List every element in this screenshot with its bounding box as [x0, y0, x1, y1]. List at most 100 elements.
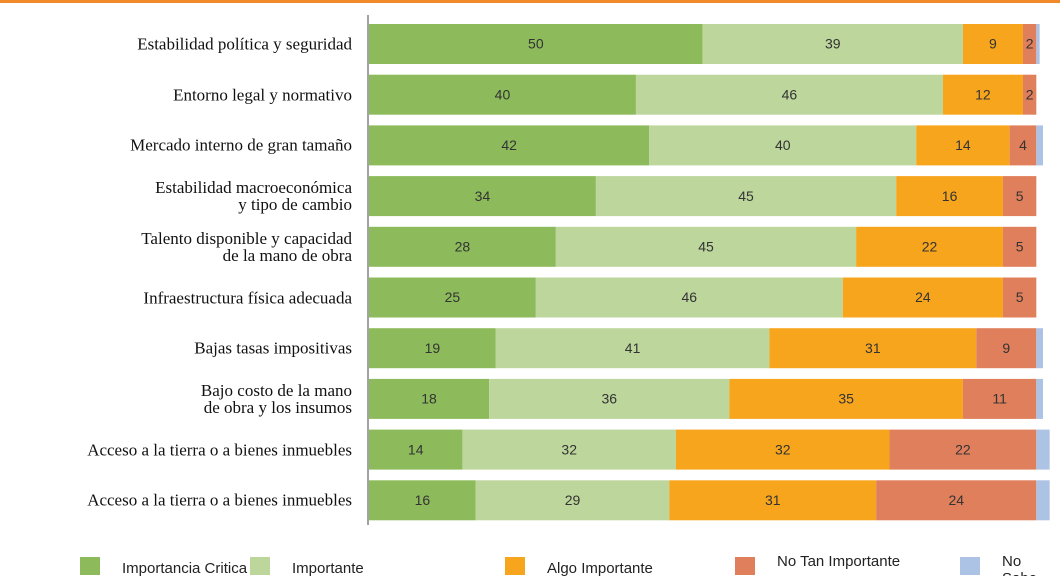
bar-segment	[769, 328, 977, 369]
bar-segment	[475, 480, 670, 521]
value-label: 2	[1026, 86, 1034, 102]
category-label: Bajas tasas impositivas	[194, 338, 352, 358]
bar-segment	[369, 378, 490, 419]
legend-label: No Sabe	[1002, 553, 1037, 576]
legend-swatch	[505, 557, 525, 575]
value-label: 32	[561, 441, 577, 457]
value-label: 42	[501, 137, 517, 153]
value-label: 29	[565, 492, 581, 508]
value-label: 45	[738, 188, 754, 204]
bar-segment	[462, 429, 676, 470]
bar-segment	[1002, 226, 1037, 267]
bar-segment	[649, 125, 917, 166]
value-label: 39	[825, 36, 841, 52]
value-label: 19	[425, 340, 441, 356]
category-label: Talento disponible y capacidad de la man…	[141, 228, 352, 265]
value-label: 18	[421, 391, 437, 407]
bar-segment	[976, 328, 1037, 369]
value-label: 5	[1016, 188, 1024, 204]
bar-segment	[876, 480, 1037, 521]
bar-segment	[1022, 74, 1037, 115]
bar-segment	[1022, 24, 1037, 64]
value-label: 5	[1016, 289, 1024, 305]
category-label: Mercado interno de gran tamaño	[130, 135, 352, 155]
bar-segment	[916, 125, 1010, 166]
legend-label: Importancia Critica	[122, 560, 248, 576]
bar-segment	[369, 480, 476, 521]
value-label: 12	[975, 86, 991, 102]
bar-segment	[675, 429, 890, 470]
bar-segment	[369, 176, 596, 217]
bar-segment	[1036, 378, 1043, 419]
bar-segment	[889, 429, 1037, 470]
value-label: 5	[1016, 239, 1024, 255]
bar-segment	[535, 277, 843, 318]
bar-segment	[1036, 125, 1043, 166]
legend-swatch	[80, 557, 100, 575]
bar-segment	[962, 378, 1037, 419]
category-label: Bajo costo de la mano de obra y los insu…	[200, 380, 352, 417]
value-label: 9	[989, 36, 997, 52]
category-label: Infraestructura física adecuada	[143, 288, 352, 307]
value-label: 22	[955, 441, 971, 457]
bar-segment	[369, 277, 536, 318]
value-label: 31	[765, 492, 781, 508]
bar-segment	[489, 378, 730, 419]
value-label: 35	[838, 391, 854, 407]
category-label: Estabilidad política y seguridad	[137, 34, 352, 54]
category-label: Entorno legal y normativo	[173, 85, 352, 105]
value-label: 40	[775, 137, 791, 153]
bar-segment	[702, 24, 963, 64]
value-label: 46	[682, 289, 698, 305]
bar-segment	[369, 24, 703, 64]
value-label: 25	[445, 289, 461, 305]
value-label: 16	[415, 492, 431, 508]
value-label: 4	[1019, 137, 1027, 153]
bar-segment	[1036, 24, 1040, 64]
value-label: 11	[992, 391, 1007, 407]
bar-segment	[495, 328, 770, 369]
bar-segment	[369, 74, 636, 115]
value-label: 45	[698, 239, 714, 255]
value-label: 14	[955, 137, 971, 153]
value-label: 32	[775, 441, 791, 457]
value-label: 50	[528, 36, 544, 52]
value-label: 14	[408, 441, 424, 457]
bar-segment	[1009, 125, 1037, 166]
bar-segment	[369, 429, 463, 470]
value-label: 36	[601, 391, 617, 407]
legend-swatch	[250, 557, 270, 575]
bar-segment	[1002, 176, 1037, 217]
top-rule	[0, 0, 1060, 3]
value-label: 24	[948, 492, 964, 508]
category-label: Acceso a la tierra o a bienes inmuebles	[87, 490, 352, 510]
bar-segment	[369, 125, 650, 166]
value-label: 24	[915, 289, 931, 305]
bar-segment	[729, 378, 963, 419]
value-label: 41	[625, 340, 641, 356]
bar-segment	[1002, 277, 1037, 318]
value-label: 46	[782, 86, 798, 102]
bar-segment	[1036, 328, 1043, 369]
value-label: 31	[865, 340, 881, 356]
legend-label: Importante	[292, 560, 364, 576]
bar-segment	[856, 226, 1003, 267]
bar-segment	[369, 328, 496, 369]
value-label: 22	[922, 239, 938, 255]
bar-segment	[669, 480, 877, 521]
legend-swatch	[735, 557, 755, 575]
category-label: Acceso a la tierra o a bienes inmuebles	[87, 440, 352, 460]
value-label: 34	[475, 188, 491, 204]
legend-label: No Tan Importante	[777, 553, 901, 570]
bar-segment	[1036, 480, 1050, 521]
value-label: 40	[495, 86, 511, 102]
bar-segment	[555, 226, 857, 267]
value-label: 16	[942, 188, 958, 204]
value-label: 9	[1002, 340, 1010, 356]
legend-label: Algo Importante	[547, 560, 653, 576]
bar-segment	[962, 24, 1023, 64]
value-label: 2	[1026, 36, 1034, 52]
bar-segment	[896, 176, 1003, 217]
